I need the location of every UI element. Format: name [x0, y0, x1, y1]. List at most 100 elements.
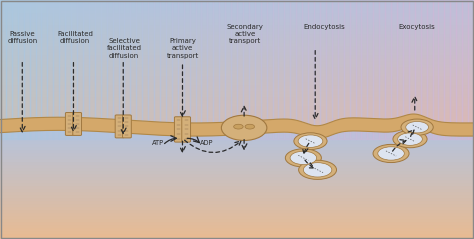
Bar [367, 0, 373, 139]
Bar [142, 0, 148, 139]
Bar [0, 39, 474, 42]
FancyBboxPatch shape [73, 113, 82, 136]
Bar [0, 105, 474, 108]
Circle shape [299, 160, 337, 179]
Bar [0, 69, 474, 72]
Bar [172, 0, 178, 139]
Bar [279, 0, 284, 139]
Bar [24, 0, 29, 139]
Bar [160, 0, 166, 139]
Bar [0, 170, 474, 173]
Circle shape [393, 130, 427, 148]
FancyBboxPatch shape [182, 117, 191, 142]
Text: Exocytosis: Exocytosis [399, 24, 436, 30]
Bar [18, 0, 24, 139]
Text: Endocytosis: Endocytosis [304, 24, 346, 30]
Bar [0, 131, 474, 134]
Text: ADP: ADP [201, 140, 214, 146]
Bar [0, 188, 474, 191]
FancyBboxPatch shape [65, 113, 74, 136]
Bar [41, 0, 47, 139]
Bar [12, 0, 18, 139]
Bar [0, 102, 474, 105]
Bar [0, 12, 474, 15]
Bar [296, 0, 302, 139]
Circle shape [378, 147, 404, 160]
Bar [427, 0, 432, 139]
Bar [0, 54, 474, 57]
Bar [237, 0, 243, 139]
Bar [124, 0, 130, 139]
Bar [0, 212, 474, 215]
Bar [326, 0, 332, 139]
Bar [29, 0, 36, 139]
Bar [0, 87, 474, 90]
Bar [53, 0, 59, 139]
Bar [243, 0, 249, 139]
Text: ATP: ATP [152, 140, 164, 146]
Bar [415, 0, 420, 139]
FancyBboxPatch shape [122, 115, 131, 138]
Bar [0, 57, 474, 60]
Bar [462, 0, 468, 139]
Bar [403, 0, 409, 139]
Bar [0, 48, 474, 51]
Bar [47, 0, 53, 139]
Bar [0, 185, 474, 188]
Bar [0, 3, 474, 6]
Bar [0, 215, 474, 218]
Bar [130, 0, 137, 139]
Bar [0, 60, 474, 63]
Bar [249, 0, 255, 139]
Circle shape [294, 133, 327, 150]
Bar [266, 0, 273, 139]
Circle shape [401, 119, 433, 135]
Bar [0, 45, 474, 48]
Bar [0, 137, 474, 141]
Bar [213, 0, 219, 139]
Bar [0, 176, 474, 179]
Bar [0, 27, 474, 30]
Bar [0, 167, 474, 170]
Bar [148, 0, 154, 139]
Bar [0, 203, 474, 206]
Bar [6, 0, 12, 139]
Bar [219, 0, 225, 139]
Bar [385, 0, 391, 139]
Bar [308, 0, 314, 139]
Bar [0, 164, 474, 167]
Bar [0, 120, 474, 122]
Bar [0, 6, 474, 9]
Bar [438, 0, 444, 139]
Circle shape [406, 121, 428, 133]
Bar [0, 125, 474, 129]
Bar [373, 0, 379, 139]
Bar [0, 114, 474, 117]
Bar [184, 0, 190, 139]
Bar [0, 0, 6, 139]
Bar [0, 149, 474, 152]
Bar [0, 129, 474, 131]
Ellipse shape [221, 115, 267, 141]
Text: Selective
facilitated
diffusion: Selective facilitated diffusion [107, 38, 142, 59]
Circle shape [290, 151, 317, 165]
Bar [0, 24, 474, 27]
Bar [0, 161, 474, 164]
Text: Facilitated
diffusion: Facilitated diffusion [57, 31, 93, 44]
Circle shape [298, 135, 323, 147]
Bar [0, 81, 474, 84]
Bar [100, 0, 107, 139]
Bar [0, 134, 474, 137]
Bar [273, 0, 278, 139]
Bar [0, 182, 474, 185]
Bar [107, 0, 113, 139]
Bar [178, 0, 184, 139]
Bar [0, 200, 474, 203]
Bar [0, 51, 474, 54]
Bar [409, 0, 415, 139]
Bar [320, 0, 326, 139]
Bar [314, 0, 320, 139]
FancyBboxPatch shape [174, 117, 183, 142]
Bar [444, 0, 450, 139]
Bar [0, 197, 474, 200]
